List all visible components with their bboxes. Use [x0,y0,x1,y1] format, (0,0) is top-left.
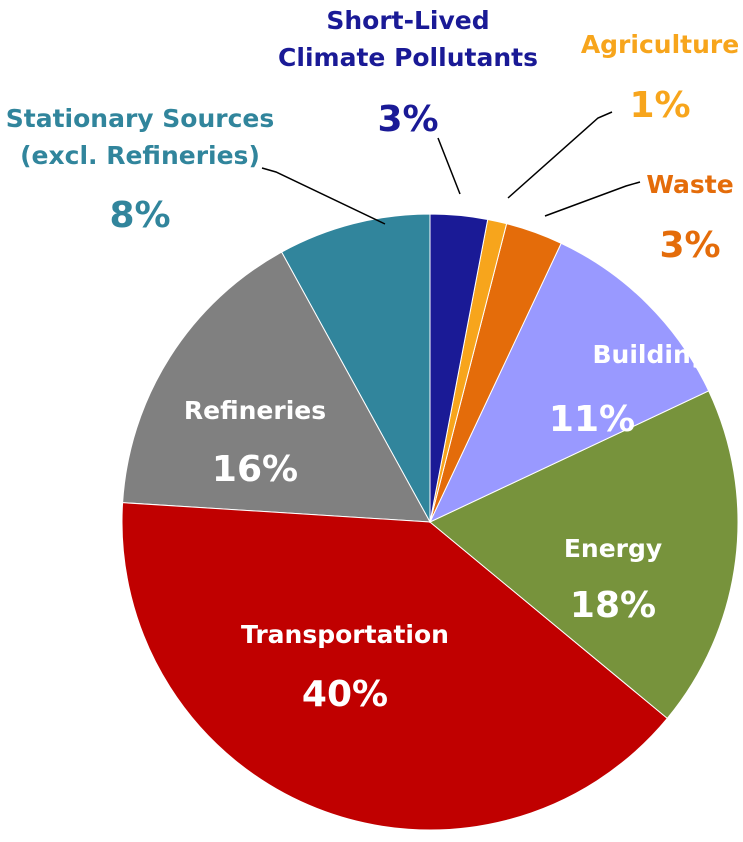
leader-lines [261,111,641,225]
leader-line [544,181,641,217]
value-label: 1% [629,85,691,126]
value-label: 3% [659,225,721,266]
value-label: 18% [569,585,657,626]
pie-slice [280,213,431,523]
value-label: 40% [301,674,389,715]
leader-line [437,137,461,195]
slice-label: Waste [646,170,734,199]
slice-label: Stationary Sources (excl. Refineries) [5,104,275,170]
slice-label: Refineries [183,396,327,425]
slice-label: Short-Lived Climate Pollutants [278,6,538,72]
value-label: 11% [548,399,636,440]
pie-slice [122,251,431,523]
pie-slice [428,242,710,524]
pie-slice [429,390,739,720]
value-label: 16% [211,449,299,490]
leader-line [261,167,386,225]
leader-line [507,111,613,199]
value-label: 3% [377,99,439,140]
pie-slice [429,213,489,523]
value-label: 8% [109,195,171,236]
slice-label: Buildings [592,340,724,369]
slice-label: Transportation [241,620,449,649]
slice-label: Agriculture [580,30,740,59]
pie-slice [121,502,669,831]
slice-label: Energy [563,534,663,563]
